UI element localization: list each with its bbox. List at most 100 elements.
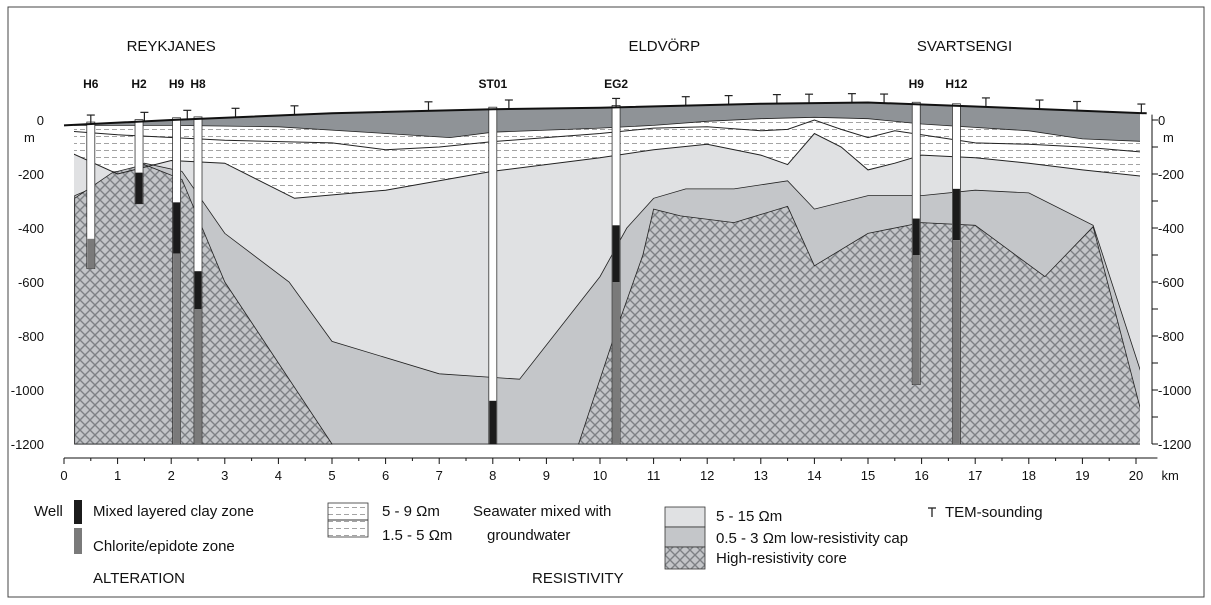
zone-high-resistivity-core-east bbox=[578, 205, 1140, 445]
figure-frame bbox=[7, 6, 1205, 598]
y-right-label-0: 0 bbox=[1158, 113, 1165, 128]
well-eg2-5: EG2 bbox=[604, 77, 628, 445]
chlorite-zone-segment bbox=[194, 309, 202, 444]
tem-sounding-14 bbox=[981, 97, 990, 107]
x-tick-label-1: 1 bbox=[114, 468, 121, 483]
well-label: H2 bbox=[131, 77, 147, 91]
legend-cap-swatch bbox=[664, 526, 706, 548]
tem-sounding-1 bbox=[140, 111, 149, 122]
y-right-unit: m bbox=[1163, 130, 1174, 145]
legend-chlorite-swatch bbox=[74, 528, 82, 554]
well-label: H9 bbox=[909, 77, 925, 91]
y-left-label-0: 0 bbox=[37, 113, 44, 128]
well-casing bbox=[488, 106, 498, 445]
y-left-label--1200: -1200 bbox=[11, 437, 44, 452]
clay-zone-segment bbox=[194, 271, 202, 309]
x-tick-label-13: 13 bbox=[754, 468, 768, 483]
clay-zone-segment bbox=[612, 225, 620, 282]
well-st01-4: ST01 bbox=[478, 77, 507, 445]
tem-sounding-2 bbox=[183, 109, 192, 120]
tem-sounding-0 bbox=[86, 114, 95, 125]
boundary-dark-layer bbox=[74, 116, 1140, 142]
y-left-label--200: -200 bbox=[18, 167, 44, 182]
legend-alteration-heading: ALTERATION bbox=[93, 570, 185, 587]
legend-tem: TEM-sounding bbox=[945, 504, 1043, 521]
legend-seawater-1: Seawater mixed with bbox=[473, 503, 611, 520]
chlorite-zone-segment bbox=[612, 282, 620, 444]
x-tick-label-3: 3 bbox=[221, 468, 228, 483]
well-h2-1: H2 bbox=[131, 77, 147, 205]
x-tick-label-19: 19 bbox=[1075, 468, 1089, 483]
x-tick-label-18: 18 bbox=[1022, 468, 1036, 483]
axes: 0 1 2 3 4 5 6 7 8 9 10 11 12 13 14 15 16 17 18 19 20 km0-200-… bbox=[11, 113, 1192, 483]
well-label: H12 bbox=[945, 77, 967, 91]
chlorite-zone-segment bbox=[912, 255, 920, 385]
y-left-label--800: -800 bbox=[18, 329, 44, 344]
chlorite-zone-segment bbox=[87, 238, 95, 269]
legend-core-swatch bbox=[664, 546, 706, 570]
tem-sounding-6 bbox=[504, 99, 513, 109]
wells-layer: H6 H2 H9 H8 ST01 EG2 H9 H12 bbox=[83, 77, 968, 445]
well-label: EG2 bbox=[604, 77, 628, 91]
x-tick-label-9: 9 bbox=[543, 468, 550, 483]
y-left-unit: m bbox=[24, 130, 35, 145]
y-right-label--200: -200 bbox=[1158, 167, 1184, 182]
well-label: H6 bbox=[83, 77, 99, 91]
y-right-label--800: -800 bbox=[1158, 329, 1184, 344]
legend-clay-swatch bbox=[74, 500, 82, 524]
y-left-label--400: -400 bbox=[18, 221, 44, 236]
zone-dark-surface-layer bbox=[74, 102, 1140, 142]
tem-sounding-17 bbox=[1137, 103, 1146, 114]
y-left-label--1000: -1000 bbox=[11, 383, 44, 398]
x-tick-label-15: 15 bbox=[861, 468, 875, 483]
well-h8-3: H8 bbox=[190, 77, 206, 445]
cross-section bbox=[74, 102, 1140, 445]
chlorite-zone-segment bbox=[173, 253, 181, 444]
legend-tem-symbol bbox=[928, 507, 936, 517]
x-tick-label-14: 14 bbox=[807, 468, 821, 483]
well-label: H9 bbox=[169, 77, 185, 91]
legend-res-1-5-5: 1.5 - 5 Ωm bbox=[382, 527, 452, 544]
legend-res-cap: 0.5 - 3 Ωm low-resistivity cap bbox=[716, 530, 908, 547]
tem-sounding-3 bbox=[231, 107, 240, 118]
well-h9-2: H9 bbox=[169, 77, 185, 445]
x-tick-label-10: 10 bbox=[593, 468, 607, 483]
legend-clay-zone: Mixed layered clay zone bbox=[93, 503, 254, 520]
ground-surface-line bbox=[63, 101, 1147, 127]
well-casing bbox=[134, 119, 144, 205]
legend-res-5-15: 5 - 15 Ωm bbox=[716, 508, 782, 525]
y-right-label--1200: -1200 bbox=[1158, 437, 1191, 452]
y-left-label--600: -600 bbox=[18, 275, 44, 290]
x-tick-label-20: 20 bbox=[1129, 468, 1143, 483]
tem-sounding-8 bbox=[681, 96, 690, 106]
chlorite-zone-segment bbox=[952, 240, 960, 444]
x-tick-label-7: 7 bbox=[436, 468, 443, 483]
legend-well-title: Well bbox=[34, 503, 63, 520]
well-label: ST01 bbox=[478, 77, 507, 91]
clay-zone-segment bbox=[952, 188, 960, 241]
tem-sounding-7 bbox=[612, 97, 621, 108]
y-right-label--400: -400 bbox=[1158, 221, 1184, 236]
legend-chlorite-zone: Chlorite/epidote zone bbox=[93, 538, 235, 555]
tem-sounding-12 bbox=[847, 93, 856, 103]
x-tick-label-12: 12 bbox=[700, 468, 714, 483]
x-tick-label-2: 2 bbox=[168, 468, 175, 483]
x-axis-unit: km bbox=[1161, 468, 1178, 483]
x-tick-label-17: 17 bbox=[968, 468, 982, 483]
clay-zone-segment bbox=[489, 400, 497, 444]
tem-sounding-9 bbox=[724, 95, 733, 105]
legend-res-5-15-swatch bbox=[664, 506, 706, 528]
y-right-label--600: -600 bbox=[1158, 275, 1184, 290]
well-h12-7: H12 bbox=[945, 77, 968, 445]
tem-sounding-15 bbox=[1035, 99, 1044, 110]
tem-sounding-4 bbox=[290, 105, 299, 115]
clay-zone-segment bbox=[173, 202, 181, 254]
y-right-label--1000: -1000 bbox=[1158, 383, 1191, 398]
area-label-reykjanes: REYKJANES bbox=[127, 38, 216, 55]
tem-sounding-16 bbox=[1073, 100, 1082, 111]
legend-res-core: High-resistivity core bbox=[716, 550, 847, 567]
x-tick-label-11: 11 bbox=[647, 468, 661, 483]
legend: Well Mixed layered clay zone Chlorite/ep… bbox=[34, 500, 1043, 587]
tem-sounding-10 bbox=[772, 93, 781, 104]
